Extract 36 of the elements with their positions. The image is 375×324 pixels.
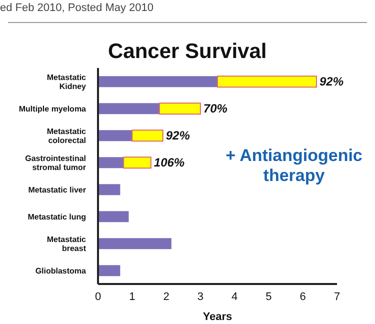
x-tick-label: 3 — [197, 290, 204, 303]
x-tick-label: 2 — [163, 290, 170, 303]
annotation: 106% — [154, 156, 185, 170]
x-tick-label: 0 — [94, 290, 102, 303]
bar — [132, 130, 164, 142]
bar — [98, 238, 172, 250]
chart-title: Cancer Survival — [108, 40, 267, 64]
x-tick-label: 6 — [300, 290, 306, 303]
bar — [98, 265, 120, 276]
x-tick-label: 4 — [232, 290, 238, 303]
x-tick-label: 5 — [266, 290, 272, 303]
y-tick-label: Metastatic breast — [46, 235, 87, 253]
y-tick-label: Metastatic colorectal — [46, 127, 87, 145]
bar — [98, 103, 160, 114]
y-tick-label: Multiple myeloma — [18, 104, 87, 114]
x-tick-label: 1 — [129, 290, 136, 303]
bar — [123, 156, 152, 169]
bar — [217, 76, 318, 88]
annotation: 92% — [166, 128, 190, 142]
y-tick-label: Metastatic lung — [28, 212, 86, 222]
y-tick-label: Glioblastoma — [35, 266, 87, 276]
bar — [98, 157, 124, 168]
x-axis-title: Years — [202, 311, 232, 323]
bar — [158, 102, 201, 115]
y-tick-label: Gastrointestinal stromal tumor — [25, 154, 86, 172]
text: ed Feb 2010, Posted May 2010 — [0, 2, 154, 14]
y-tick-label: Metastatic liver — [28, 186, 86, 194]
annotation: 70% — [203, 102, 228, 116]
annotation: 92% — [320, 74, 344, 88]
bar — [98, 76, 218, 88]
bar — [98, 211, 129, 222]
bar — [98, 184, 120, 196]
bar — [98, 130, 132, 142]
y-tick-label: Metastatic Kidney — [46, 73, 87, 91]
x-tick-label: 7 — [334, 290, 340, 303]
annotation: + Antiangiogenic therapy — [224, 146, 364, 186]
